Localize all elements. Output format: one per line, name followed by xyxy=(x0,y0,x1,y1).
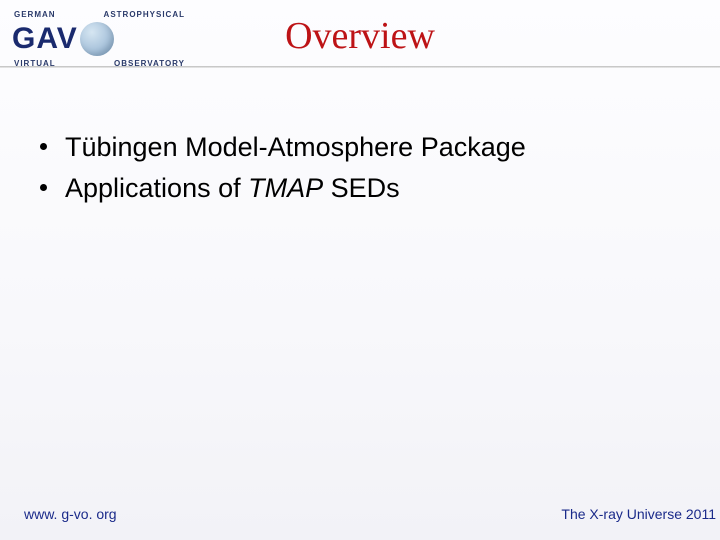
list-item: Tübingen Model-Atmosphere Package xyxy=(40,130,690,165)
bullet-text: Tübingen Model-Atmosphere Package xyxy=(65,130,526,165)
footer-url: www. g-vo. org xyxy=(24,506,117,522)
bullet-icon xyxy=(40,184,47,191)
footer-conference: The X-ray Universe 2011 xyxy=(561,506,716,522)
bullet-prefix: Applications of xyxy=(65,173,248,203)
bullet-italic: TMAP xyxy=(248,173,323,203)
slide-title: Overview xyxy=(0,14,720,58)
bullet-icon xyxy=(40,143,47,150)
bullet-text: Applications of TMAP SEDs xyxy=(65,171,400,206)
list-item: Applications of TMAP SEDs xyxy=(40,171,690,206)
title-underline xyxy=(0,66,720,68)
bullet-suffix: SEDs xyxy=(323,173,400,203)
bullet-list: Tübingen Model-Atmosphere Package Applic… xyxy=(40,130,690,212)
